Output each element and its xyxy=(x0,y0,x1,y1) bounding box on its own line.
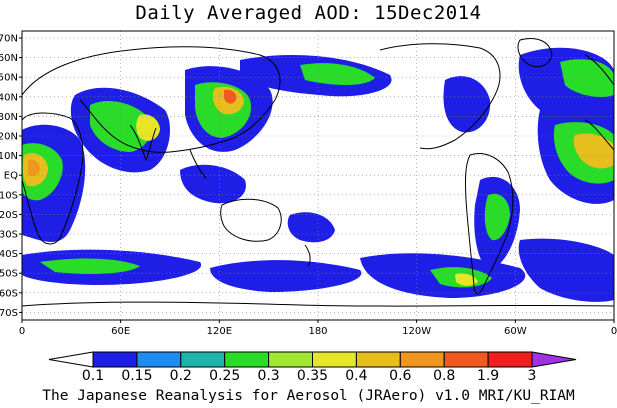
colorbar-label: 0.8 xyxy=(433,368,455,384)
coast-india xyxy=(129,124,157,162)
colorbar-label: 0.3 xyxy=(257,368,279,384)
colorbar-swatch xyxy=(224,351,270,368)
aod-plume-southern-4 xyxy=(518,238,614,302)
lat-label: 10S xyxy=(0,190,18,201)
colorbar-label: 1.9 xyxy=(477,368,499,384)
aod-field xyxy=(22,47,614,302)
colorbar-label: 0.15 xyxy=(121,368,152,384)
lat-axis: 70N 60N 50N 40N 30N 20N 10N EQ 10S 20S 30S 40S 50S 60… xyxy=(0,34,22,319)
coast-africa-e xyxy=(584,119,614,151)
colorbar-swatch xyxy=(487,351,533,368)
colorbar-label: 0.2 xyxy=(170,368,192,384)
aod-plume-southern-2 xyxy=(210,260,362,292)
colorbar-label: 0.1 xyxy=(82,368,104,384)
lon-axis: 0 60E 120E 180 120W 60W 0 xyxy=(19,320,617,337)
coastlines xyxy=(22,38,614,307)
lon-label: 60W xyxy=(504,326,527,337)
lat-label: 60S xyxy=(0,288,18,299)
aod-plume-maritime xyxy=(180,164,246,204)
aod-plume-southern-3-hot xyxy=(455,273,478,286)
lat-label: 20N xyxy=(0,132,18,143)
aod-plume-npacific-mid xyxy=(300,63,375,85)
aod-plume-sahel-peak xyxy=(28,159,40,177)
aod-plume-samerica-mid xyxy=(484,193,510,241)
coast-south-america xyxy=(465,153,514,294)
colorbar: 0.1 0.15 0.2 0.25 0.3 0.35 0.4 0.6 0.8 1.9 3 xyxy=(48,351,577,384)
coast-antarctica xyxy=(22,301,614,307)
colorbar-swatch xyxy=(92,351,138,368)
colorbar-label: 0.4 xyxy=(345,368,367,384)
coast-nz xyxy=(304,244,311,267)
lat-label: 20S xyxy=(0,210,18,221)
colorbar-swatch xyxy=(399,351,445,368)
coast-australia xyxy=(220,198,282,242)
coast-greenland xyxy=(517,38,553,68)
aod-plume-natlantic-mid xyxy=(560,59,614,97)
map-title: Daily Averaged AOD: 15Dec2014 xyxy=(135,2,482,24)
lat-label: 50S xyxy=(0,269,18,280)
colorbar-label: 3 xyxy=(528,368,537,384)
coast-north-america xyxy=(379,43,501,150)
aod-plume-spacific xyxy=(287,212,335,243)
lon-label: 0 xyxy=(611,326,617,337)
lat-label: 70S xyxy=(0,308,18,319)
colorbar-swatch xyxy=(312,351,357,368)
aod-plume-namerica xyxy=(443,76,491,133)
colorbar-swatch xyxy=(355,351,401,368)
colorbar-min-arrow xyxy=(48,351,94,368)
colorbar-swatch xyxy=(443,351,489,368)
lon-label: 180 xyxy=(308,326,327,337)
colorbar-swatch xyxy=(268,351,314,368)
lat-label: 50N xyxy=(0,73,18,84)
lat-label: 40N xyxy=(0,92,18,103)
colorbar-label: 0.6 xyxy=(389,368,411,384)
colorbar-label: 0.35 xyxy=(297,368,328,384)
aod-plume-india-mid xyxy=(90,100,152,152)
lat-label: 40S xyxy=(0,249,18,260)
coast-seasia xyxy=(189,149,207,179)
map-plot-area xyxy=(22,31,614,320)
map-graticule xyxy=(22,31,614,320)
footer-caption: The Japanese Reanalysis for Aerosol (JRA… xyxy=(42,388,575,404)
coast-europe-w xyxy=(584,54,614,86)
lat-label: EQ xyxy=(4,171,18,182)
lon-label: 120E xyxy=(207,326,232,337)
aod-plume-southern-1-mid xyxy=(40,258,140,274)
colorbar-max-arrow xyxy=(531,351,577,368)
aod-plume-wafrica-right-hot xyxy=(573,133,614,169)
lon-label: 0 xyxy=(19,326,25,337)
lat-label: 30S xyxy=(0,230,18,241)
lat-label: 30N xyxy=(0,112,18,123)
coast-eurasia xyxy=(22,46,281,153)
lon-label: 60E xyxy=(111,326,130,337)
lat-label: 60N xyxy=(0,53,18,64)
lat-label: 10N xyxy=(0,151,18,162)
coast-africa xyxy=(22,112,84,245)
colorbar-swatch xyxy=(136,351,182,368)
lat-label: 70N xyxy=(0,34,18,45)
lon-label: 120W xyxy=(402,326,431,337)
colorbar-label: 0.25 xyxy=(209,368,240,384)
colorbar-swatch xyxy=(180,351,226,368)
